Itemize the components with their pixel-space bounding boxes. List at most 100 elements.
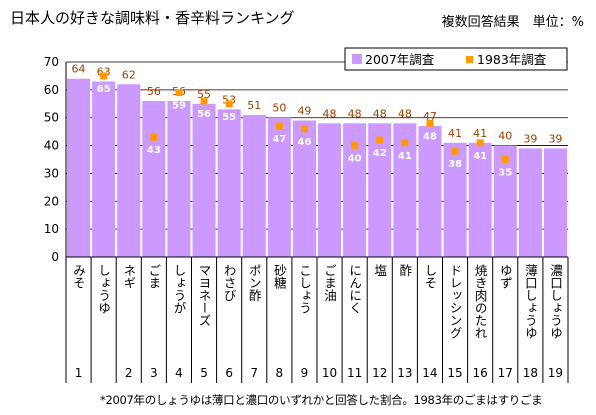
- bar-2007: [267, 117, 291, 257]
- bar-2007: [443, 142, 467, 257]
- rank-label: 4: [175, 366, 183, 380]
- bar-value-label: 49: [297, 105, 311, 118]
- marker-1983: [476, 139, 484, 147]
- marker-value-label: 43: [147, 145, 161, 156]
- marker-value-label: 40: [348, 154, 362, 165]
- rank-label: 5: [200, 366, 208, 380]
- legend-box: [344, 47, 568, 71]
- category-label: しそ: [422, 264, 437, 289]
- category-label: 薄口しょうゆ: [523, 263, 538, 339]
- rank-label: 14: [422, 366, 437, 380]
- y-tick-label: 0: [51, 250, 59, 264]
- category-label: しょうゆ: [96, 264, 111, 314]
- y-tick-label: 20: [44, 194, 59, 208]
- category-label: しょうが: [171, 264, 186, 314]
- marker-1983: [100, 72, 108, 80]
- bar-2007: [92, 81, 116, 257]
- marker-1983: [200, 97, 208, 105]
- marker-value-label: 35: [498, 168, 512, 179]
- bar-value-label: 48: [398, 107, 412, 120]
- rank-label: 12: [372, 366, 387, 380]
- legend-swatch-1983: [466, 56, 473, 63]
- marker-1983: [451, 147, 459, 155]
- rank-label: 7: [250, 366, 258, 380]
- category-label: マヨネーズ: [197, 264, 212, 327]
- marker-1983: [225, 100, 233, 108]
- marker-1983: [175, 89, 183, 97]
- marker-value-label: 48: [423, 131, 437, 142]
- bar-2007: [468, 142, 492, 257]
- rank-label: 18: [523, 366, 538, 380]
- bar-value-label: 51: [247, 99, 261, 112]
- bar-2007: [167, 101, 191, 257]
- bar-value-label: 40: [498, 130, 512, 143]
- bar-2007: [368, 123, 392, 258]
- marker-value-label: 42: [373, 148, 387, 159]
- rank-label: 10: [322, 366, 337, 380]
- y-tick-label: 10: [44, 222, 59, 236]
- marker-1983: [300, 125, 308, 133]
- marker-1983: [501, 156, 509, 163]
- marker-value-label: 38: [448, 159, 462, 170]
- bar-value-label: 48: [373, 107, 387, 120]
- bar-2007: [292, 120, 316, 257]
- bar-2007: [318, 123, 342, 258]
- chart-title: 日本人の好きな調味料・香辛料ランキング: [10, 9, 295, 27]
- y-tick-label: 60: [44, 83, 59, 97]
- category-label: 焼き肉のたれ: [473, 264, 488, 339]
- marker-1983: [376, 136, 384, 144]
- category-label: ドレッシング: [448, 264, 463, 339]
- rank-label: 15: [447, 366, 462, 380]
- category-label: ネギ: [121, 264, 136, 289]
- marker-1983: [351, 142, 359, 150]
- marker-value-label: 41: [473, 151, 487, 162]
- category-label: ごま: [146, 264, 161, 289]
- rank-label: 17: [498, 366, 513, 380]
- bar-2007: [343, 123, 367, 258]
- bar-value-label: 56: [147, 85, 161, 98]
- marker-value-label: 65: [97, 84, 111, 95]
- legend-label-2007: 2007年調査: [365, 52, 435, 67]
- bar-value-label: 39: [548, 132, 562, 145]
- bar-2007: [117, 84, 141, 258]
- marker-value-label: 55: [222, 112, 236, 123]
- category-label: ポン酢: [247, 264, 262, 302]
- rank-label: 11: [347, 366, 362, 380]
- category-label: にんにく: [347, 264, 362, 314]
- y-tick-label: 50: [44, 111, 59, 125]
- bar-value-label: 50: [272, 102, 286, 115]
- rank-label: 1: [75, 366, 83, 380]
- rank-label: 3: [150, 366, 158, 380]
- category-label: 濃口しょうゆ: [548, 264, 563, 339]
- bar-2007: [543, 148, 567, 257]
- bar-2007: [518, 148, 542, 257]
- legend-label-1983: 1983年調査: [477, 52, 547, 67]
- marker-value-label: 56: [197, 109, 211, 120]
- bar-2007: [142, 101, 166, 257]
- rank-label: 6: [225, 366, 233, 380]
- bar-2007: [217, 109, 241, 257]
- marker-1983: [275, 122, 283, 130]
- bar-value-label: 48: [348, 107, 362, 120]
- y-tick-label: 40: [44, 139, 59, 153]
- category-label: ごま油: [322, 264, 337, 302]
- marker-value-label: 41: [398, 151, 412, 162]
- marker-value-label: 59: [172, 101, 186, 112]
- bar-2007: [242, 114, 266, 257]
- bar-value-label: 64: [72, 63, 86, 76]
- marker-value-label: 47: [272, 134, 286, 145]
- category-label: ゆず: [498, 264, 513, 289]
- bar-value-label: 41: [473, 127, 487, 140]
- bar-2007: [418, 126, 442, 257]
- marker-1983: [150, 133, 158, 141]
- rank-label: 13: [397, 366, 412, 380]
- category-label: わさび: [222, 264, 237, 302]
- rank-label: 2: [125, 366, 133, 380]
- rank-label: 16: [473, 366, 488, 380]
- y-tick-label: 30: [44, 166, 59, 180]
- bar-value-label: 41: [448, 127, 462, 140]
- bar-2007: [67, 78, 91, 257]
- marker-value-label: 46: [297, 137, 311, 148]
- bar-value-label: 39: [523, 132, 537, 145]
- bar-2007: [393, 123, 417, 258]
